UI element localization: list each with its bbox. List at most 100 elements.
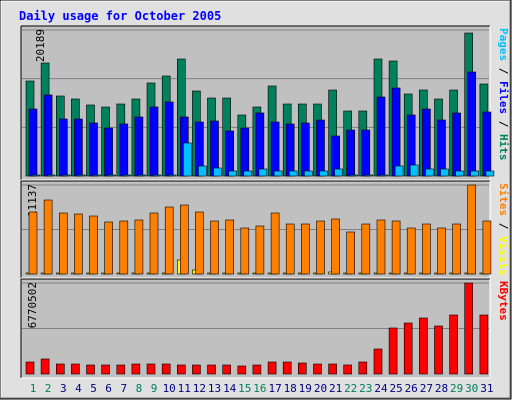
- chart-title: Daily usage for October 2005: [19, 9, 221, 23]
- bar-pages-day-11: [183, 142, 192, 177]
- bar-kbytes-day-23: [358, 361, 368, 375]
- day-label: 20: [314, 382, 327, 395]
- bar-sites-day-8: [134, 219, 144, 275]
- side-label-part: Hits: [497, 134, 510, 161]
- bar-sites-day-5: [89, 215, 98, 275]
- bar-files-day-14: [225, 130, 234, 177]
- side-label-part: KBytes: [497, 281, 510, 321]
- bar-pages-day-16: [258, 168, 268, 177]
- bar-files-day-17: [270, 121, 280, 177]
- bar-pages-day-27: [425, 168, 434, 177]
- bar-files-day-2: [43, 94, 53, 177]
- bar-sites-day-14: [225, 219, 234, 275]
- bar-kbytes-day-6: [101, 364, 110, 375]
- bar-sites-day-18: [285, 223, 295, 275]
- bar-kbytes-day-3: [55, 363, 65, 375]
- bar-kbytes-day-9: [146, 363, 156, 375]
- day-label: 18: [284, 382, 297, 395]
- bar-files-day-25: [391, 87, 401, 177]
- bar-kbytes-day-21: [328, 363, 337, 375]
- side-label-part: Visits: [497, 236, 510, 276]
- day-label: 11: [178, 382, 191, 395]
- side-label-part: Sites: [497, 183, 510, 216]
- axis-max-label: 20189: [34, 29, 47, 62]
- bar-kbytes-day-17: [267, 361, 277, 375]
- bar-pages-day-17: [273, 170, 283, 177]
- bar-files-day-27: [422, 108, 431, 177]
- bar-sites-day-9: [149, 212, 159, 275]
- day-label: 6: [105, 382, 112, 395]
- bar-sites-day-24: [376, 219, 386, 275]
- bar-sites-day-1: [28, 211, 38, 275]
- bar-pages-day-18: [288, 170, 298, 177]
- side-label-part: /: [497, 216, 510, 236]
- bar-pages-day-7: [122, 174, 132, 177]
- bar-files-day-6: [104, 127, 113, 177]
- bar-files-day-5: [89, 122, 98, 177]
- bar-kbytes-day-5: [86, 364, 95, 375]
- bar-files-day-1: [28, 108, 38, 177]
- day-label: 1: [30, 382, 37, 395]
- bar-sites-day-3: [58, 212, 68, 275]
- bar-pages-day-12: [198, 165, 207, 177]
- panel-hits-files-pages: 20189 Pages / Files / Hits: [20, 25, 510, 181]
- panel-sites-visits: 11137 Sites / Visits: [20, 180, 510, 279]
- bar-pages-day-5: [92, 174, 101, 177]
- bar-sites-day-17: [270, 212, 280, 275]
- bar-sites-day-7: [119, 220, 129, 275]
- day-labels: 1 2 3 4 5 6 7 8 9 10 11 12 13 14 15 16 17 18 19 20 21 22 23 24 2…: [30, 382, 494, 395]
- bar-pages-day-19: [303, 170, 313, 177]
- bar-pages-day-15: [243, 170, 253, 177]
- bar-pages-day-30: [470, 170, 480, 177]
- bar-pages-day-9: [152, 174, 162, 177]
- day-label: 24: [374, 382, 388, 395]
- day-label: 17: [268, 382, 281, 395]
- bar-kbytes-day-14: [222, 364, 231, 375]
- bar-pages-day-3: [61, 174, 71, 177]
- bar-pages-day-2: [46, 174, 56, 177]
- bar-sites-day-28: [437, 227, 446, 275]
- bar-kbytes-day-28: [434, 325, 443, 375]
- bar-files-day-23: [361, 129, 371, 177]
- day-label: 16: [253, 382, 266, 395]
- bar-sites-day-31: [482, 220, 492, 275]
- day-label: 9: [151, 382, 158, 395]
- side-label-part: Files: [497, 81, 510, 114]
- bar-files-day-7: [119, 123, 129, 177]
- bar-pages-day-1: [31, 174, 41, 177]
- bar-files-day-20: [316, 119, 325, 177]
- day-label: 25: [389, 382, 402, 395]
- day-label: 8: [136, 382, 143, 395]
- bar-sites-day-4: [74, 213, 83, 275]
- day-label: 2: [45, 382, 52, 395]
- panel-kbytes: 6770502 KBytes: [20, 278, 510, 379]
- bar-pages-day-20: [319, 170, 328, 177]
- day-label: 30: [465, 382, 478, 395]
- bar-kbytes-day-22: [343, 364, 353, 375]
- bar-kbytes-day-29: [449, 314, 458, 375]
- bar-kbytes-day-18: [282, 361, 292, 375]
- bar-kbytes-day-20: [313, 363, 322, 375]
- day-label: 21: [329, 382, 342, 395]
- bar-kbytes-day-15: [237, 365, 247, 375]
- series-side-label: KBytes: [497, 281, 510, 321]
- bar-sites-day-6: [104, 221, 113, 275]
- bar-kbytes-day-4: [71, 363, 80, 375]
- day-label: 22: [344, 382, 357, 395]
- day-label: 29: [450, 382, 463, 395]
- day-label: 19: [299, 382, 312, 395]
- bar-files-day-28: [437, 119, 446, 177]
- bar-pages-day-25: [394, 165, 404, 177]
- bar-kbytes-day-13: [207, 364, 216, 375]
- bar-sites-day-16: [255, 225, 265, 275]
- bar-sites-day-23: [361, 223, 371, 275]
- bar-files-day-4: [74, 118, 83, 177]
- day-label: 23: [359, 382, 372, 395]
- bar-sites-day-29: [452, 223, 461, 275]
- side-label-part: /: [497, 114, 510, 134]
- bar-pages-day-13: [213, 167, 222, 177]
- day-label: 3: [60, 382, 67, 395]
- bar-kbytes-day-10: [161, 363, 171, 375]
- bar-pages-day-6: [107, 174, 116, 177]
- bar-files-day-16: [255, 112, 265, 177]
